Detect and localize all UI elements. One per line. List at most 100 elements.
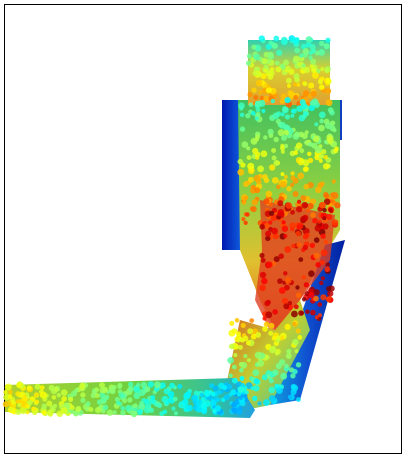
grain (273, 36, 279, 42)
grain (247, 54, 252, 59)
grain (291, 244, 295, 248)
grain (266, 262, 272, 268)
grain (263, 135, 267, 139)
grain (300, 311, 304, 315)
grain (318, 302, 323, 307)
grain (257, 166, 264, 173)
grain (149, 408, 154, 413)
grain (293, 82, 297, 86)
grain (256, 107, 261, 112)
grain (234, 400, 239, 405)
grain (200, 393, 204, 397)
grain (285, 114, 290, 119)
grain (3, 401, 9, 407)
grain (113, 410, 117, 414)
grain (264, 65, 269, 70)
grain (284, 130, 289, 135)
grain (52, 395, 57, 400)
grain (20, 407, 27, 414)
grain (290, 227, 294, 231)
grain (245, 113, 250, 118)
grain (75, 406, 81, 412)
grain (272, 369, 278, 375)
grain (303, 234, 309, 240)
grain (285, 324, 291, 330)
grain (272, 346, 276, 350)
grain (328, 107, 334, 113)
grain (95, 407, 101, 413)
grain (218, 383, 224, 389)
grain (319, 281, 323, 285)
grain (42, 410, 47, 415)
grain (319, 202, 326, 209)
grain (117, 383, 122, 388)
grain (276, 387, 283, 394)
grain (100, 397, 107, 404)
grain (279, 287, 286, 294)
grain (261, 109, 265, 113)
page: (() => { const ns = 'http://www.w3.org/2… (0, 0, 406, 458)
grain (283, 303, 289, 309)
grain (270, 67, 274, 71)
grain (276, 50, 282, 56)
grain (80, 398, 85, 403)
grain (280, 181, 287, 188)
grain (285, 97, 291, 103)
grain (257, 401, 261, 405)
grain (308, 83, 314, 89)
grain (244, 221, 248, 225)
grain (286, 202, 293, 209)
grain (256, 80, 263, 87)
grain (261, 258, 266, 263)
grain (284, 175, 288, 179)
grain (293, 323, 297, 327)
grain (297, 173, 304, 180)
grain (255, 101, 262, 108)
grain (284, 246, 291, 253)
grain (332, 219, 339, 226)
grain (139, 403, 144, 408)
grain (169, 383, 174, 388)
grain (245, 390, 249, 394)
grain (286, 349, 291, 354)
grain (254, 175, 261, 182)
grain (68, 397, 73, 402)
grain (276, 336, 280, 340)
grain (323, 163, 329, 169)
grain (163, 410, 168, 415)
grain (255, 134, 260, 139)
grain (263, 198, 269, 204)
grain (127, 397, 132, 402)
grain (279, 359, 285, 365)
grain (274, 137, 279, 142)
grain (247, 155, 252, 160)
grain (263, 399, 270, 406)
grain (286, 353, 292, 359)
grain (233, 353, 237, 357)
grain (322, 208, 326, 212)
grain (325, 38, 330, 43)
grain (324, 240, 328, 244)
grain (259, 253, 264, 258)
grain (305, 310, 310, 315)
grain (247, 328, 253, 334)
grain (318, 125, 325, 132)
grain (99, 388, 105, 394)
grain (246, 340, 251, 345)
grain (107, 410, 113, 416)
grain (5, 384, 12, 391)
grain (237, 169, 244, 176)
grain (307, 152, 312, 157)
grain (285, 277, 292, 284)
grain (323, 155, 328, 160)
grain (276, 185, 281, 190)
grain (312, 72, 319, 79)
grain (298, 257, 303, 262)
grain (319, 84, 325, 90)
grain (308, 56, 312, 60)
grain (210, 400, 216, 406)
grain (213, 385, 219, 391)
grain (272, 156, 277, 161)
grain (265, 231, 271, 237)
grain (290, 114, 294, 118)
